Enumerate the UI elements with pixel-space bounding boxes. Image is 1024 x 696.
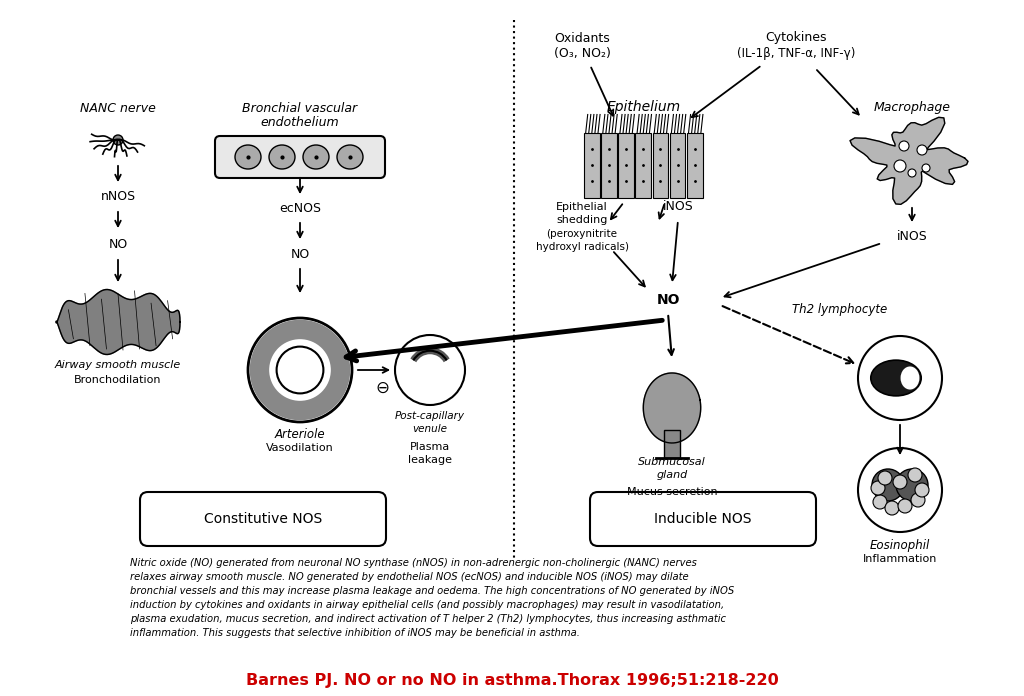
Bar (687, 132, 702, 198)
Text: Arteriole: Arteriole (274, 427, 326, 441)
Text: ⊖: ⊖ (375, 379, 389, 397)
Bar (584, 132, 600, 198)
Text: Constitutive NOS: Constitutive NOS (204, 512, 323, 526)
Text: Bronchodilation: Bronchodilation (75, 375, 162, 385)
Text: Epithelium: Epithelium (607, 100, 681, 114)
Bar (888, 480, 912, 488)
Circle shape (858, 448, 942, 532)
Text: Plasma: Plasma (410, 442, 451, 452)
Text: iNOS: iNOS (897, 230, 928, 244)
Circle shape (113, 135, 123, 145)
Circle shape (893, 475, 907, 489)
Text: relaxes airway smooth muscle. NO generated by endothelial NOS (ecNOS) and induci: relaxes airway smooth muscle. NO generat… (130, 572, 688, 582)
Text: Barnes PJ. NO or no NO in asthma.Thorax 1996;51:218-220: Barnes PJ. NO or no NO in asthma.Thorax … (246, 672, 778, 688)
Text: inflammation. This suggests that selective inhibition of iNOS may be beneficial : inflammation. This suggests that selecti… (130, 628, 580, 638)
Circle shape (885, 501, 899, 515)
FancyBboxPatch shape (215, 136, 385, 178)
Circle shape (922, 164, 930, 172)
Text: NO: NO (109, 237, 128, 251)
Text: Th2 lymphocyte: Th2 lymphocyte (793, 303, 888, 317)
Bar (670, 132, 685, 198)
Text: (peroxynitrite: (peroxynitrite (547, 229, 617, 239)
Text: Inflammation: Inflammation (863, 554, 937, 564)
Circle shape (911, 493, 925, 507)
FancyBboxPatch shape (140, 492, 386, 546)
Circle shape (878, 471, 892, 485)
Ellipse shape (303, 145, 329, 169)
Circle shape (918, 145, 927, 155)
Text: Eosinophil: Eosinophil (869, 539, 930, 551)
Text: iNOS: iNOS (663, 200, 693, 214)
Text: Epithelial: Epithelial (556, 202, 608, 212)
Text: NO: NO (656, 293, 680, 307)
Text: Submucosal: Submucosal (638, 457, 706, 467)
Text: shedding: shedding (556, 215, 607, 225)
Polygon shape (850, 118, 968, 205)
Text: Inducible NOS: Inducible NOS (654, 512, 752, 526)
Circle shape (908, 468, 922, 482)
Text: (IL-1β, TNF-α, INF-γ): (IL-1β, TNF-α, INF-γ) (737, 47, 855, 59)
Bar (664, 430, 680, 458)
Bar (636, 132, 651, 198)
Text: endothelium: endothelium (261, 116, 339, 129)
Text: NO: NO (291, 248, 309, 260)
Bar (618, 132, 634, 198)
Text: induction by cytokines and oxidants in airway epithelial cells (and possibly mac: induction by cytokines and oxidants in a… (130, 600, 724, 610)
Text: gland: gland (656, 470, 688, 480)
Circle shape (873, 495, 887, 509)
Text: Vasodilation: Vasodilation (266, 443, 334, 453)
Text: ecNOS: ecNOS (279, 202, 321, 214)
Text: plasma exudation, mucus secretion, and indirect activation of T helper 2 (Th2) l: plasma exudation, mucus secretion, and i… (130, 614, 726, 624)
FancyBboxPatch shape (590, 492, 816, 546)
Ellipse shape (234, 145, 261, 169)
Text: Post-capillary: Post-capillary (395, 411, 465, 421)
Circle shape (899, 141, 909, 151)
Circle shape (915, 483, 929, 497)
Circle shape (872, 469, 904, 501)
Circle shape (896, 469, 928, 501)
Bar (601, 132, 616, 198)
Text: Oxidants: Oxidants (554, 31, 610, 45)
Circle shape (858, 336, 942, 420)
Text: leakage: leakage (408, 455, 452, 465)
Text: Bronchial vascular: Bronchial vascular (243, 102, 357, 115)
Ellipse shape (269, 145, 295, 169)
Circle shape (276, 347, 324, 393)
Ellipse shape (337, 145, 362, 169)
Text: Airway smooth muscle: Airway smooth muscle (55, 360, 181, 370)
Circle shape (894, 160, 906, 172)
Circle shape (248, 318, 352, 422)
Polygon shape (643, 373, 700, 443)
Circle shape (395, 335, 465, 405)
Text: venule: venule (413, 424, 447, 434)
Circle shape (908, 169, 916, 177)
Text: Macrophage: Macrophage (873, 100, 950, 113)
Ellipse shape (900, 367, 920, 390)
Text: Nitric oxide (NO) generated from neuronal NO synthase (nNOS) in non-adrenergic n: Nitric oxide (NO) generated from neurona… (130, 558, 697, 568)
Text: bronchial vessels and this may increase plasma leakage and oedema. The high conc: bronchial vessels and this may increase … (130, 586, 734, 596)
Text: nNOS: nNOS (100, 191, 135, 203)
Ellipse shape (870, 360, 922, 396)
Text: NANC nerve: NANC nerve (80, 102, 156, 115)
Polygon shape (56, 290, 180, 354)
Circle shape (871, 481, 885, 495)
Bar (652, 132, 669, 198)
Text: Cytokines: Cytokines (765, 31, 826, 45)
Text: (O₃, NO₂): (O₃, NO₂) (554, 47, 610, 59)
Text: Mucus secretion: Mucus secretion (627, 487, 718, 497)
Circle shape (898, 499, 912, 513)
Text: hydroxyl radicals): hydroxyl radicals) (536, 242, 629, 252)
